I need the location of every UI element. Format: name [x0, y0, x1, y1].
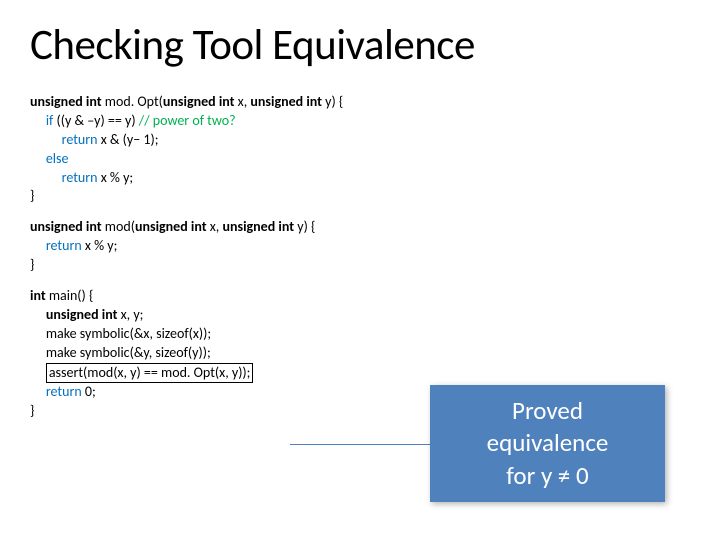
code-block-modopt: unsigned int mod. Opt(unsigned int x, un…: [30, 93, 690, 206]
code-text: main() {: [46, 287, 94, 304]
code-text: mod. Opt(: [102, 93, 163, 110]
code-text: [30, 131, 62, 148]
code-comment: // power of two?: [139, 112, 236, 129]
code-text: unsigned int: [250, 93, 322, 110]
code-text: y) {: [294, 218, 315, 235]
code-text: make symbolic(&x, sizeof(x));: [30, 325, 211, 342]
code-text: unsigned int: [135, 218, 207, 235]
code-text: return: [62, 131, 98, 148]
code-block-mod: unsigned int mod(unsigned int x, unsigne…: [30, 218, 690, 275]
callout-line: equivalence: [438, 427, 657, 460]
code-text: }: [30, 187, 34, 204]
code-text: x, y;: [117, 306, 143, 323]
code-text: x,: [235, 93, 251, 110]
code-text: mod(: [102, 218, 135, 235]
assert-box: assert(mod(x, y) == mod. Opt(x, y));: [46, 363, 254, 384]
code-text: int: [30, 287, 46, 304]
code-text: make symbolic(&y, sizeof(y));: [30, 344, 211, 361]
code-text: }: [30, 256, 34, 273]
code-text: else: [46, 150, 69, 167]
code-text: return: [62, 169, 98, 186]
result-callout: Proved equivalence for y ≠ 0: [430, 385, 665, 503]
code-text: [30, 112, 46, 129]
code-text: [30, 169, 62, 186]
code-text: [30, 306, 46, 323]
code-text: x,: [207, 218, 223, 235]
code-text: ((y & –y) == y): [53, 112, 138, 129]
code-text: unsigned int: [30, 93, 102, 110]
code-text: unsigned int: [222, 218, 294, 235]
code-text: x % y;: [98, 169, 134, 186]
code-text: [30, 383, 46, 400]
code-text: y) {: [322, 93, 343, 110]
code-text: return: [46, 383, 82, 400]
code-text: 0;: [82, 383, 96, 400]
callout-line: Proved: [438, 395, 657, 428]
connector-line: [290, 444, 430, 445]
slide-title: Checking Tool Equivalence: [30, 18, 690, 71]
code-text: x & (y− 1);: [98, 131, 159, 148]
code-text: unsigned int: [46, 306, 118, 323]
code-text: unsigned int: [163, 93, 235, 110]
code-text: unsigned int: [30, 218, 102, 235]
code-text: return: [46, 237, 82, 254]
code-text: [30, 150, 46, 167]
callout-line: for y ≠ 0: [438, 460, 657, 493]
code-text: [30, 237, 46, 254]
code-text: x % y;: [82, 237, 118, 254]
code-text: }: [30, 402, 34, 419]
